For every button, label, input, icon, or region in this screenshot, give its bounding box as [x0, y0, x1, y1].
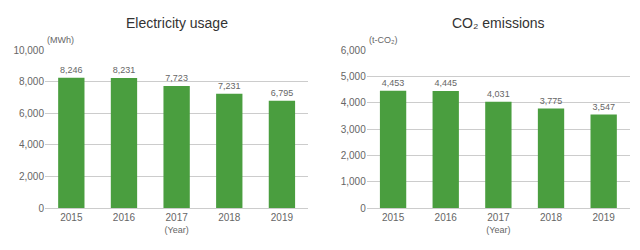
svg-text:6,795: 6,795	[271, 88, 294, 98]
svg-text:0: 0	[360, 203, 366, 214]
svg-text:8,231: 8,231	[113, 65, 136, 75]
svg-text:0: 0	[38, 203, 44, 214]
svg-text:7,231: 7,231	[218, 81, 241, 91]
svg-text:2019: 2019	[593, 212, 616, 223]
svg-text:4,000: 4,000	[19, 139, 44, 150]
svg-text:7,723: 7,723	[165, 73, 188, 83]
svg-text:3,000: 3,000	[341, 124, 366, 135]
svg-text:2015: 2015	[60, 212, 83, 223]
svg-text:10,000: 10,000	[13, 45, 44, 56]
svg-text:2015: 2015	[382, 212, 405, 223]
svg-text:2017: 2017	[487, 212, 510, 223]
svg-text:8,000: 8,000	[19, 76, 44, 87]
svg-text:5,000: 5,000	[341, 71, 366, 82]
svg-text:3,775: 3,775	[540, 96, 563, 106]
svg-text:2016: 2016	[435, 212, 458, 223]
svg-text:2017: 2017	[166, 212, 189, 223]
svg-text:2019: 2019	[271, 212, 294, 223]
svg-text:4,445: 4,445	[434, 78, 457, 88]
svg-text:4,000: 4,000	[341, 97, 366, 108]
svg-text:4,031: 4,031	[487, 89, 510, 99]
svg-text:2018: 2018	[540, 212, 563, 223]
svg-text:CO₂ emissions: CO₂ emissions	[452, 15, 545, 31]
svg-text:3,547: 3,547	[592, 102, 615, 112]
svg-text:(Year): (Year)	[486, 225, 510, 235]
svg-text:(Year): (Year)	[165, 225, 189, 235]
svg-text:(t-CO₂): (t-CO₂)	[369, 35, 398, 45]
svg-text:2018: 2018	[218, 212, 241, 223]
svg-text:4,453: 4,453	[382, 78, 405, 88]
svg-text:6,000: 6,000	[19, 108, 44, 119]
svg-text:6,000: 6,000	[341, 45, 366, 56]
svg-text:Electricity usage: Electricity usage	[126, 15, 228, 31]
svg-text:2,000: 2,000	[19, 171, 44, 182]
svg-text:(MWh): (MWh)	[47, 35, 74, 45]
svg-text:8,246: 8,246	[60, 65, 83, 75]
svg-text:1,000: 1,000	[341, 176, 366, 187]
svg-text:2,000: 2,000	[341, 150, 366, 161]
svg-text:2016: 2016	[113, 212, 136, 223]
